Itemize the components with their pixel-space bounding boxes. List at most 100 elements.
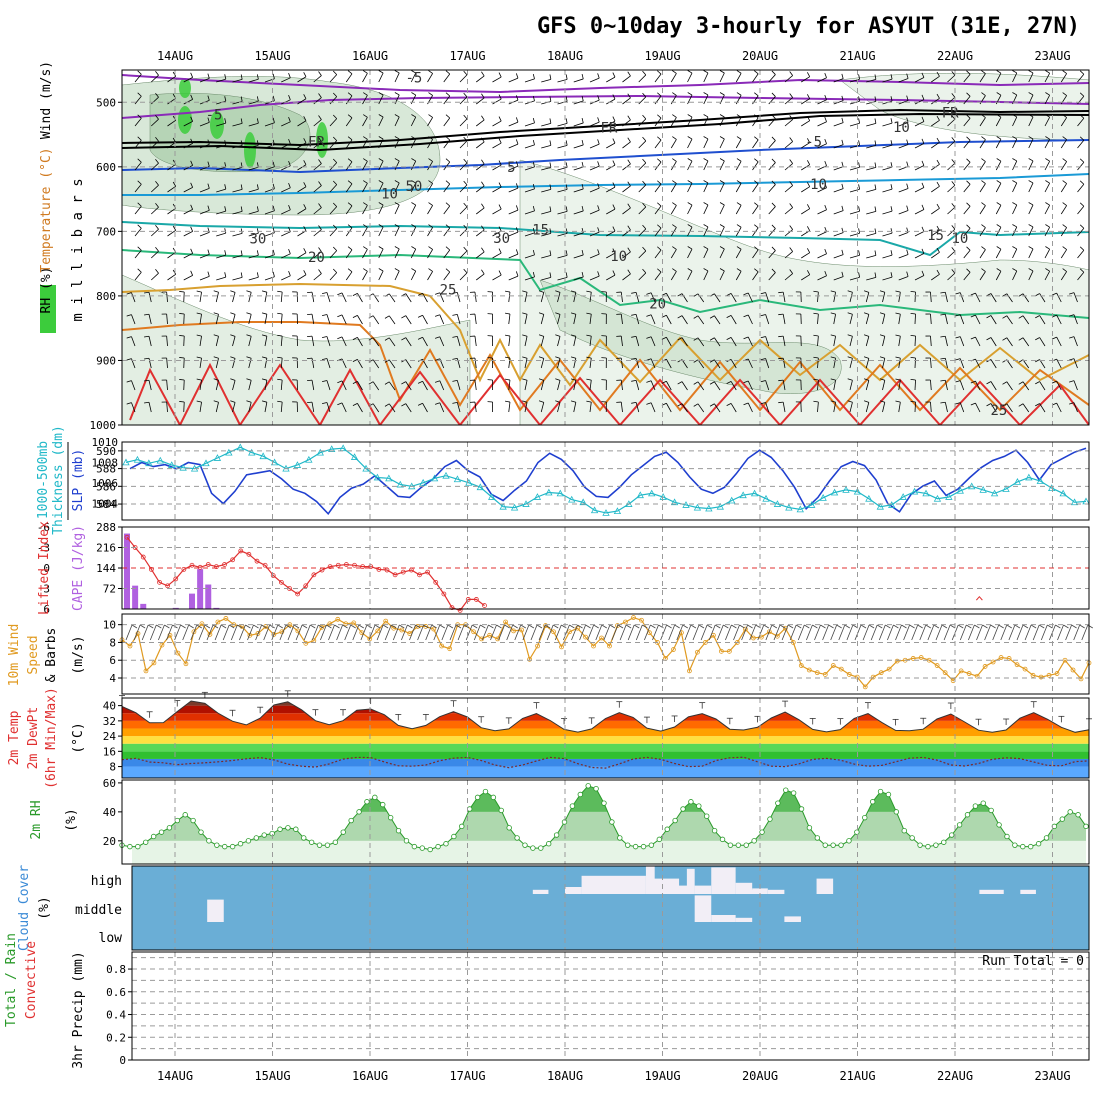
pressure-tick-label: 1000: [90, 419, 117, 432]
wind-barb-flag: [997, 225, 1001, 228]
wind-barb: [281, 276, 290, 280]
wind-barb-flag: [452, 314, 457, 315]
wind-barb-flag: [1029, 225, 1033, 227]
wind-barb-flag: [1045, 181, 1049, 184]
wind-barb-flag: [704, 203, 708, 205]
wind-barb-flag: [273, 272, 274, 277]
rh2m-marker: [965, 812, 970, 817]
wind-barb-flag: [499, 249, 501, 254]
rh2m-marker: [791, 791, 796, 796]
wind-barb-flag: [307, 292, 312, 293]
wind-barb-flag: [981, 71, 985, 74]
wind-barb: [476, 208, 484, 214]
wind-barb-flag: [720, 71, 724, 73]
rh2m-marker: [760, 830, 765, 835]
wind-barb-flag: [225, 228, 226, 233]
wind-barb-flag: [499, 73, 501, 78]
wind-barb-flag: [1063, 71, 1067, 74]
wind-barb-flag: [875, 162, 876, 167]
rh2m-marker: [128, 844, 133, 849]
cloud-mark: [533, 890, 549, 894]
rh2m-marker: [222, 844, 227, 849]
wind-barb: [493, 275, 502, 280]
wind-barb: [948, 251, 955, 258]
rh2m-marker: [728, 843, 733, 848]
surface-wind-barb-flag: [480, 625, 485, 628]
wind-barb: [525, 79, 535, 82]
wind-barb: [834, 123, 843, 126]
wind-barb: [476, 98, 484, 104]
wind-barb: [509, 232, 518, 236]
wind-barb-flag: [464, 203, 467, 207]
wind-barb-flag: [688, 71, 692, 74]
cloud-mark: [817, 879, 834, 894]
wind-barb-flag: [307, 314, 312, 315]
wind-barb: [509, 144, 518, 148]
rh2m-marker: [483, 789, 488, 794]
wind-barb-flag: [754, 137, 758, 140]
wind-barb: [866, 189, 876, 192]
top-date-label: 18AUG: [547, 49, 583, 63]
rh2m-marker: [989, 808, 994, 813]
wind-barb-flag: [411, 93, 415, 96]
contour-label: 20: [308, 250, 325, 266]
surface-wind-barb-flag: [893, 625, 898, 628]
rh2m-marker: [752, 839, 757, 844]
rh2m-marker: [625, 843, 630, 848]
wind-barb: [525, 145, 535, 148]
wind-barb: [818, 210, 827, 214]
thickness-label-2: Thickness (dm): [51, 425, 66, 535]
wind-barb-flag: [582, 118, 583, 123]
wind-barb-flag: [859, 206, 860, 211]
rh2m-marker: [380, 802, 385, 807]
wind-barb-flag: [1080, 203, 1084, 206]
wind-barb-flag: [429, 93, 433, 96]
wind-barb-flag: [446, 115, 450, 118]
cloud-mark: [582, 876, 646, 894]
contour-label: 15: [532, 222, 549, 238]
wind-barb: [834, 255, 843, 258]
wind-barb-flag: [790, 72, 793, 76]
wind-barb: [818, 254, 827, 258]
wind-barb-flag: [1029, 247, 1033, 249]
wind-barb: [704, 139, 708, 148]
rh2m-marker: [175, 818, 180, 823]
wind-barb-flag: [1029, 203, 1033, 205]
wind-barb-flag: [230, 313, 235, 315]
surface-wind-barb-flag: [156, 625, 161, 628]
top-date-label: 21AUG: [839, 49, 875, 63]
surface-wind-barb-flag: [748, 625, 753, 628]
wind-barb-flag: [257, 272, 258, 277]
wind-barb: [688, 161, 693, 170]
wind-barb-flag: [842, 250, 843, 255]
wind-barb: [720, 139, 724, 148]
wind-barb-flag: [688, 181, 692, 184]
wind-barb: [850, 211, 860, 214]
precip-label-1: Total / Rain: [4, 933, 19, 1027]
rh2m-marker: [594, 786, 599, 791]
contour-label: 10: [381, 186, 398, 202]
wind-barb-flag: [550, 162, 551, 167]
wind-barb: [590, 144, 599, 148]
wind-barb: [736, 183, 741, 192]
surface-wind-barb-flag: [602, 625, 607, 628]
wind-barb-flag: [720, 225, 724, 227]
surface-wind-barb-flag: [812, 625, 817, 628]
wind-barb-flag: [379, 71, 383, 74]
wind-barb-flag: [550, 140, 551, 145]
surface-wind-barb-flag: [788, 625, 793, 628]
wind-barb: [509, 314, 510, 324]
cloud-mark: [979, 890, 1003, 894]
rh2m-marker: [1068, 810, 1073, 815]
wind-barb-flag: [875, 206, 876, 211]
precip-tick-label: 0: [119, 1054, 126, 1067]
wind-barb: [389, 294, 395, 302]
wind-barb-flag: [825, 161, 827, 166]
wind-barb-flag: [277, 313, 282, 314]
wind-barb: [785, 252, 793, 258]
wind-barb-flag: [225, 272, 226, 277]
cloud-mark: [687, 869, 695, 894]
wind-barb-flag: [566, 118, 567, 123]
temp-label-1: 2m Temp: [7, 710, 22, 765]
wind-barb-flag: [981, 225, 985, 228]
